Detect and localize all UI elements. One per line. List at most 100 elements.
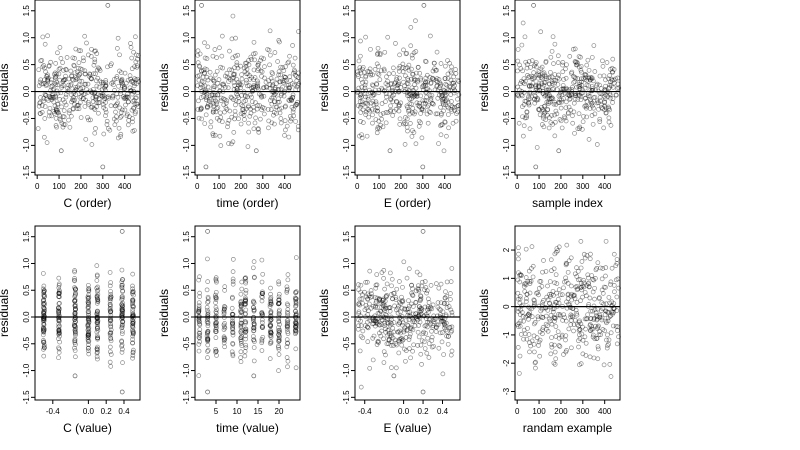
data-point bbox=[222, 85, 228, 90]
data-point bbox=[396, 108, 402, 114]
data-point bbox=[608, 374, 614, 379]
data-point bbox=[274, 76, 280, 82]
data-point bbox=[196, 77, 202, 83]
data-point bbox=[571, 109, 577, 115]
data-point bbox=[246, 62, 252, 68]
data-point bbox=[379, 85, 385, 91]
data-point bbox=[547, 279, 553, 284]
data-point bbox=[82, 82, 88, 87]
data-point bbox=[41, 315, 46, 321]
data-point bbox=[130, 319, 136, 324]
data-point bbox=[577, 126, 582, 131]
data-point bbox=[243, 106, 249, 112]
data-point bbox=[590, 86, 596, 91]
data-point bbox=[440, 98, 446, 104]
data-point bbox=[558, 105, 564, 111]
data-point bbox=[391, 65, 396, 71]
y-tick-label: -1.0 bbox=[22, 363, 31, 377]
x-tick-label: 300 bbox=[576, 182, 590, 191]
data-point bbox=[238, 291, 244, 297]
data-point bbox=[218, 143, 224, 148]
data-point bbox=[356, 74, 361, 79]
data-point bbox=[130, 320, 136, 326]
data-point bbox=[220, 81, 225, 87]
data-point bbox=[107, 307, 113, 312]
data-point bbox=[533, 60, 539, 65]
data-point bbox=[245, 71, 251, 77]
data-point bbox=[395, 82, 401, 88]
y-tick-label: 1.5 bbox=[182, 231, 191, 243]
data-point bbox=[450, 120, 456, 126]
data-point bbox=[231, 75, 237, 81]
data-point bbox=[46, 63, 52, 68]
data-point bbox=[120, 289, 125, 294]
data-point bbox=[389, 94, 395, 99]
data-point bbox=[210, 109, 216, 115]
data-point bbox=[417, 70, 423, 76]
data-point bbox=[561, 77, 567, 82]
data-point bbox=[277, 110, 283, 116]
data-point bbox=[553, 108, 559, 114]
data-point bbox=[128, 41, 133, 46]
data-point bbox=[63, 94, 69, 100]
data-point bbox=[578, 67, 584, 73]
data-point bbox=[58, 56, 64, 61]
data-point bbox=[406, 62, 412, 68]
data-point bbox=[448, 107, 454, 112]
data-point bbox=[230, 269, 236, 274]
data-point bbox=[396, 102, 402, 108]
data-point bbox=[534, 72, 540, 78]
data-point bbox=[360, 107, 366, 113]
data-point bbox=[442, 93, 448, 99]
data-point bbox=[584, 114, 590, 120]
data-point bbox=[85, 332, 91, 338]
data-point bbox=[84, 40, 89, 46]
data-point bbox=[394, 77, 399, 83]
data-point bbox=[519, 93, 525, 99]
data-point bbox=[443, 92, 449, 97]
data-point bbox=[210, 131, 216, 137]
data-point bbox=[400, 284, 405, 290]
data-point bbox=[532, 96, 537, 102]
data-point bbox=[423, 59, 429, 65]
data-point bbox=[529, 58, 535, 63]
data-point bbox=[120, 319, 125, 325]
data-point bbox=[65, 86, 70, 91]
data-point bbox=[108, 352, 114, 357]
data-point bbox=[274, 104, 280, 110]
data-point bbox=[371, 92, 377, 97]
data-point bbox=[94, 278, 100, 283]
data-point bbox=[600, 64, 606, 69]
data-point bbox=[531, 76, 536, 82]
data-point bbox=[374, 108, 380, 114]
data-point bbox=[527, 74, 532, 79]
data-point bbox=[357, 65, 363, 70]
data-point bbox=[70, 77, 75, 82]
data-point bbox=[259, 94, 264, 100]
data-point bbox=[551, 86, 557, 91]
data-point bbox=[549, 95, 555, 101]
data-point bbox=[95, 308, 100, 314]
data-point bbox=[61, 83, 67, 88]
data-point bbox=[604, 345, 610, 351]
data-point bbox=[37, 100, 43, 106]
data-point bbox=[397, 103, 402, 109]
data-point bbox=[78, 66, 83, 72]
data-point bbox=[447, 83, 452, 89]
data-point bbox=[451, 80, 456, 86]
data-point bbox=[416, 118, 422, 124]
data-point bbox=[587, 295, 593, 301]
data-point bbox=[547, 115, 552, 120]
data-point bbox=[409, 134, 415, 139]
data-point bbox=[220, 65, 225, 71]
data-point bbox=[126, 118, 131, 123]
data-point bbox=[413, 70, 419, 76]
data-point bbox=[113, 103, 118, 109]
data-point bbox=[409, 101, 414, 107]
data-point bbox=[529, 76, 535, 82]
data-point bbox=[440, 96, 446, 102]
data-point bbox=[43, 92, 49, 98]
data-point bbox=[101, 93, 107, 99]
data-point bbox=[291, 113, 297, 119]
